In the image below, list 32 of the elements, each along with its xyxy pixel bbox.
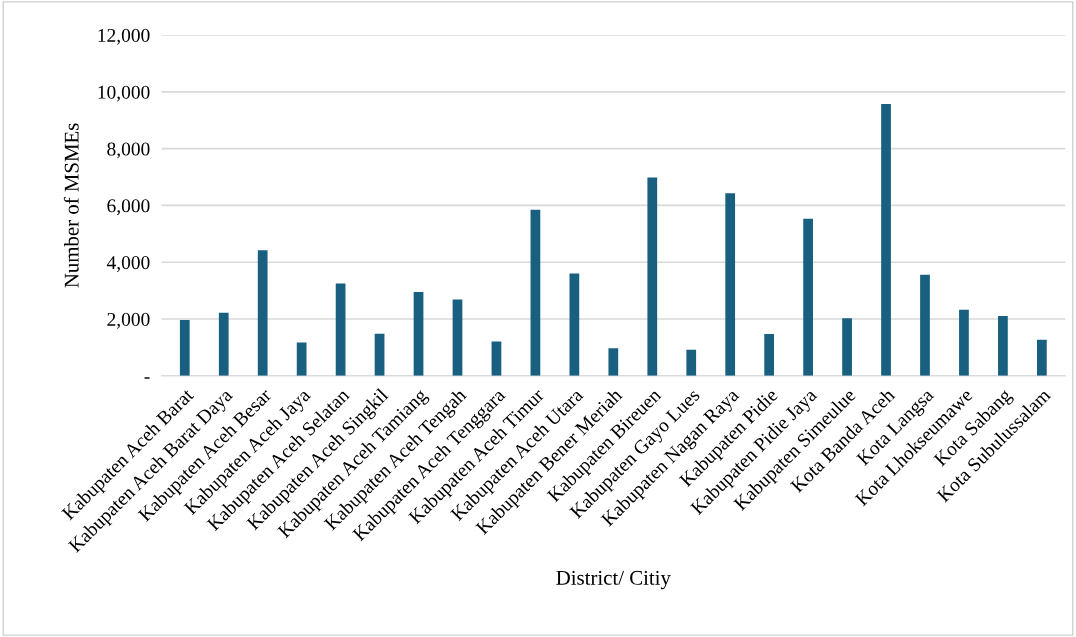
bar	[647, 177, 658, 376]
bar	[920, 274, 930, 376]
bar	[608, 348, 619, 376]
bar	[257, 250, 268, 376]
bar	[179, 319, 190, 376]
bar	[1037, 339, 1047, 376]
bar	[803, 218, 813, 376]
bar	[530, 209, 541, 376]
bar	[413, 292, 424, 376]
y-axis-title: Number of MSMEs	[63, 123, 79, 288]
y-tick-label: -	[144, 377, 150, 379]
bar	[296, 342, 307, 376]
y-tick-label: 12,000	[98, 28, 150, 45]
bar	[374, 333, 385, 376]
bar	[491, 341, 502, 376]
bar	[218, 312, 229, 376]
y-tick-label: 10,000	[98, 85, 150, 102]
y-tick-label: 2,000	[107, 312, 150, 329]
bar	[959, 309, 969, 376]
y-tick-label: 8,000	[107, 142, 150, 159]
bar	[881, 104, 891, 376]
bar	[725, 193, 736, 376]
bar	[998, 315, 1008, 376]
x-axis-title: District/ Citiy	[556, 570, 671, 590]
bar	[764, 334, 775, 376]
y-tick-label: 4,000	[106, 256, 150, 272]
bar	[569, 273, 580, 376]
y-tick-label: 6,000	[107, 199, 150, 216]
bar	[452, 299, 463, 376]
bar	[335, 283, 346, 376]
bar	[686, 349, 697, 376]
bar	[842, 318, 852, 376]
